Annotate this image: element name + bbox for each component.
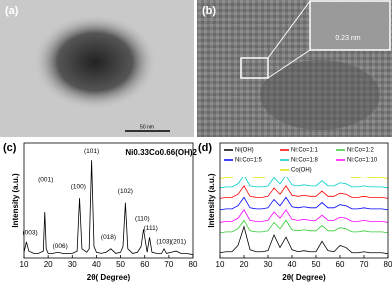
x-tick-label: 30	[264, 260, 273, 269]
x-tick-label: 80	[189, 260, 198, 269]
tem-particle	[33, 14, 157, 110]
hrtem-shade	[260, 60, 380, 130]
legend-label: Ni:Co=1:2	[347, 148, 375, 154]
panel-label: (d)	[198, 142, 212, 154]
peak-label: (100)	[71, 183, 86, 190]
x-tick-label: 10	[20, 260, 29, 269]
series-line	[219, 225, 389, 255]
peak-label: (110)	[135, 216, 150, 223]
series-line	[219, 196, 389, 211]
series-line	[219, 209, 389, 223]
series-line	[23, 160, 194, 255]
x-tick-label: 70	[164, 260, 173, 269]
chart: (c) 10 20 30 40 50 60 70 80 2θ( Degree) Intensity …	[3, 142, 198, 282]
panel-label: (a)	[5, 5, 19, 17]
peak-label: (101)	[84, 148, 99, 155]
x-tick-label: 60	[140, 260, 149, 269]
x-tick-label: 80	[384, 260, 392, 269]
x-axis-label: 2θ( Degree)	[282, 273, 326, 282]
legend-label: Ni(OH)	[235, 148, 254, 154]
legend-label: Co(OH)	[291, 168, 312, 174]
x-tick-label: 50	[312, 260, 321, 269]
scale-bar-label: 50 nm	[140, 124, 154, 130]
x-tick-label: 70	[360, 260, 369, 269]
panel-label: (c)	[3, 142, 17, 154]
panel-label: (b)	[202, 5, 216, 17]
zoom-box	[240, 57, 269, 79]
zoom-line	[267, 0, 311, 59]
legend-label: Ni:Co=1:5	[235, 158, 263, 164]
series-line	[219, 219, 389, 234]
x-tick-label: 50	[116, 260, 125, 269]
image-a: 50 nm (a)	[0, 0, 194, 137]
x-tick-label: 20	[44, 260, 53, 269]
x-tick-label: 40	[288, 260, 297, 269]
peak-label: (102)	[118, 188, 133, 195]
x-tick-label: 10	[216, 260, 225, 269]
peak-label: (001)	[38, 177, 53, 184]
x-tick-label: 60	[336, 260, 345, 269]
x-tick-label: 40	[92, 260, 101, 269]
peak-label: (103)	[156, 239, 171, 246]
legend-box	[221, 144, 387, 177]
x-tick-label: 20	[240, 260, 249, 269]
x-axis-label: 2θ( Degree)	[87, 273, 131, 282]
series-line	[219, 185, 389, 199]
zoom-line	[267, 49, 311, 79]
y-axis-label: Intensity (a.u.)	[207, 173, 216, 228]
peak-label: (003)	[22, 229, 37, 236]
y-axis-label: Intensity (a.u.)	[11, 173, 20, 228]
chart-title: Ni0.33Co0.66(OH)2	[125, 148, 197, 157]
peak-label: (006)	[53, 243, 68, 250]
inset	[309, 0, 391, 51]
image-b: 0.23 nm (b)	[197, 0, 392, 137]
plot-frame	[23, 142, 194, 259]
peak-label: (201)	[171, 239, 186, 246]
series-line	[219, 174, 389, 189]
chart: (d) 10 20 30 40 50 60 70 80 2θ( Degree) Intensity …	[198, 142, 392, 282]
legend-label: Ni:Co=1:8	[291, 158, 319, 164]
peak-label: (018)	[101, 234, 116, 241]
lattice-label: 0.23 nm	[335, 35, 360, 42]
peak-label: (111)	[144, 225, 158, 232]
plot-frame	[219, 142, 389, 259]
legend-label: Ni:Co=1:1	[291, 148, 319, 154]
legend-label: Ni:Co=1:10	[347, 158, 378, 164]
x-tick-label: 30	[68, 260, 77, 269]
